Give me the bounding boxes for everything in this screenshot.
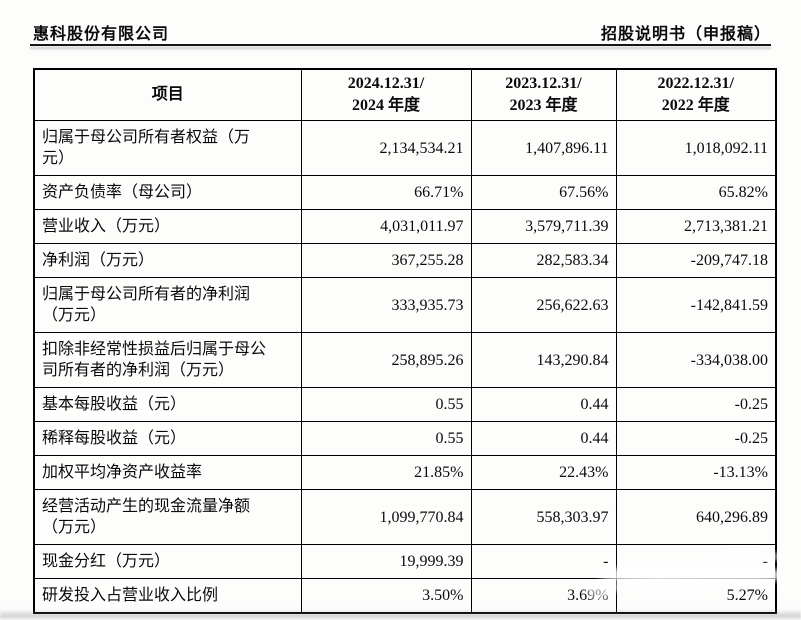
row-value: 1,407,896.11: [470, 120, 617, 176]
row-label: 扣除非经常性损益后归属于母公 司所有者的净利润（万元）: [33, 332, 302, 388]
row-label: 经营活动产生的现金流量净额 （万元）: [33, 489, 302, 545]
row-value: -0.25: [615, 421, 777, 456]
row-value: 5.27%: [615, 578, 777, 614]
table-row: 现金分红（万元） 19,999.39- -: [33, 544, 777, 579]
row-value: 1,099,770.84: [300, 489, 472, 545]
row-value: 4,031,011.97: [300, 209, 472, 244]
row-value: 21.85%: [300, 455, 472, 490]
row-value: 22.43%: [470, 455, 617, 490]
column-header: 项目: [33, 68, 302, 121]
table-body: 归属于母公司所有者权益（万 元） 2,134,534.21 1,407,896.11…: [33, 120, 777, 614]
table-row: 营业收入（万元） 4,031,011.97 3,579,711.39 2,713,38…: [33, 209, 777, 244]
row-label: 基本每股收益（元）: [33, 387, 302, 422]
row-label: 稀释每股收益（元）: [33, 421, 302, 456]
row-value: 3,579,711.39: [470, 209, 617, 244]
row-value: 256,622.63: [470, 277, 617, 333]
row-value: -: [470, 544, 617, 579]
row-value: 65.82%: [615, 175, 777, 210]
table-row: 净利润（万元） 367,255.28 282,583.34 -209,747.18: [33, 243, 777, 278]
row-value: 67.56%: [470, 175, 617, 210]
table-row: 加权平均净资产收益率 21.85% 22.43% -13.13%: [33, 455, 777, 490]
row-value: -13.13%: [615, 455, 777, 490]
row-value: 333,935.73: [300, 277, 472, 333]
table-row: 归属于母公司所有者的净利润 （万元） 333,935.73 256,622.63 -1…: [33, 277, 777, 333]
row-value: 0.55: [300, 387, 472, 422]
row-label: 研发投入占营业收入比例: [33, 578, 302, 614]
row-label: 净利润（万元）: [33, 243, 302, 278]
row-value: 640,296.89: [615, 489, 777, 545]
row-value: 0.55: [300, 421, 472, 456]
row-label: 加权平均净资产收益率: [33, 455, 302, 490]
row-value: 3.69%: [470, 578, 617, 614]
row-label: 现金分红（万元）: [33, 544, 302, 579]
row-value: 2,134,534.21: [300, 120, 472, 176]
row-value: 0.44: [470, 387, 617, 422]
page-header: 惠科股份有限公司 招股说明书（申报稿）: [33, 20, 771, 44]
row-value: 3.50%: [300, 578, 472, 614]
header-divider: [30, 44, 771, 46]
row-value: 258,895.26: [300, 332, 472, 388]
column-header: 2022.12.31/ 2022 年度: [615, 68, 777, 121]
row-value: -209,747.18: [615, 243, 777, 278]
row-value: 558,303.97: [470, 489, 617, 545]
column-header: 2024.12.31/ 2024 年度: [300, 68, 472, 121]
row-value: -334,038.00: [615, 332, 777, 388]
row-value: 19,999.39: [300, 544, 472, 579]
table-row: 经营活动产生的现金流量净额 （万元） 1,099,770.84 558,303.97…: [33, 489, 777, 545]
row-label: 资产负债率（母公司）: [33, 175, 302, 210]
financial-summary-table: 项目 2024.12.31/ 2024 年度 2023.12.31/ 2023 年度…: [33, 68, 777, 614]
row-value: -142,841.59: [615, 277, 777, 333]
table-header-row: 项目 2024.12.31/ 2024 年度 2023.12.31/ 2023 年度…: [33, 68, 777, 121]
table-row: 基本每股收益（元） 0.55 0.44 -0.25: [33, 387, 777, 422]
table-row: 归属于母公司所有者权益（万 元） 2,134,534.21 1,407,896.11…: [33, 120, 777, 176]
doc-title: 招股说明书（申报稿）: [600, 26, 771, 43]
row-value: 0.44: [470, 421, 617, 456]
row-value: -0.25: [615, 387, 777, 422]
table-row: 扣除非经常性损益后归属于母公 司所有者的净利润（万元） 258,895.26 143…: [33, 332, 777, 388]
row-value: 2,713,381.21: [615, 209, 777, 244]
table-row: 研发投入占营业收入比例 3.50% 3.69% 5.27%: [33, 578, 777, 614]
row-value: 367,255.28: [300, 243, 472, 278]
row-value: -: [615, 544, 777, 579]
row-value: 1,018,092.11: [615, 120, 777, 176]
column-header: 2023.12.31/ 2023 年度: [470, 68, 617, 121]
row-value: 282,583.34: [470, 243, 617, 278]
row-label: 营业收入（万元）: [33, 209, 302, 244]
table-row: 稀释每股收益（元） 0.55 0.44 -0.25: [33, 421, 777, 456]
table-row: 资产负债率（母公司） 66.71% 67.56% 65.82%: [33, 175, 777, 210]
row-value: 66.71%: [300, 175, 472, 210]
row-label: 归属于母公司所有者权益（万 元）: [33, 120, 302, 176]
company-name: 惠科股份有限公司: [33, 26, 170, 43]
row-value: 143,290.84: [470, 332, 617, 388]
row-label: 归属于母公司所有者的净利润 （万元）: [33, 277, 302, 333]
